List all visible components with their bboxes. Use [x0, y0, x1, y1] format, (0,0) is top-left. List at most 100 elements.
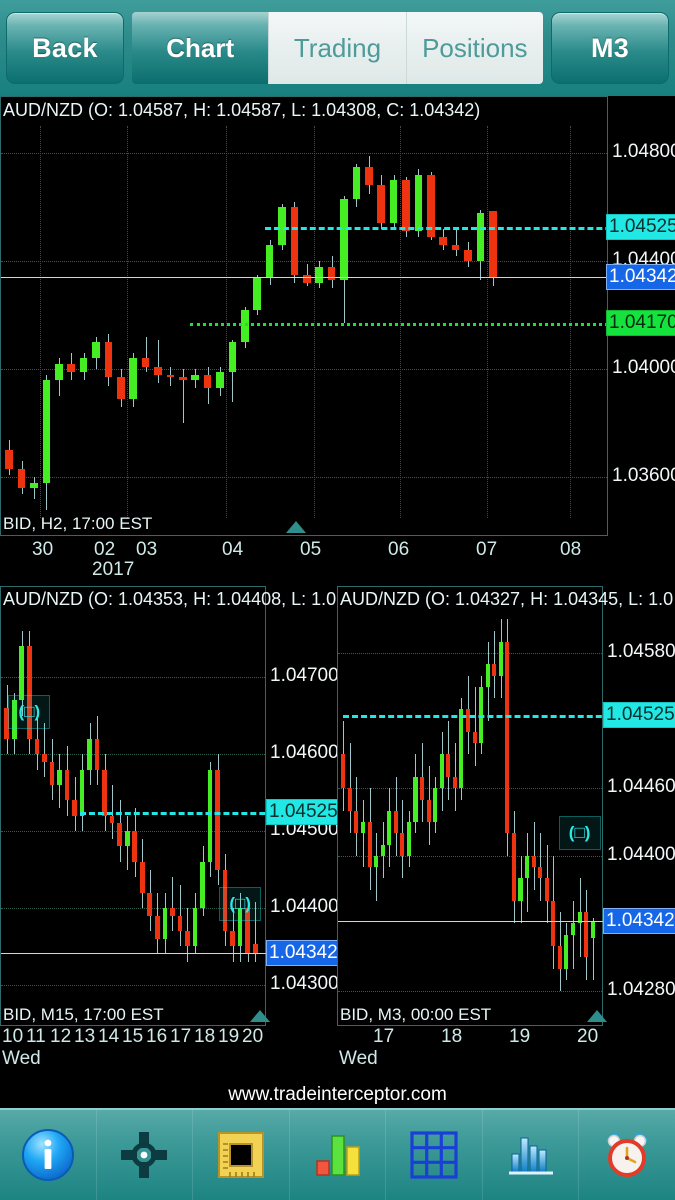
candle-body: [64, 769, 70, 801]
back-button[interactable]: Back: [6, 12, 124, 84]
price-level-line: [1, 952, 337, 954]
tab-trading[interactable]: Trading: [268, 12, 406, 84]
candle-body: [498, 641, 503, 676]
y-axis-label: 1.04700: [270, 665, 337, 687]
current-price-tag[interactable]: 1.04342: [603, 908, 675, 935]
tab-positions[interactable]: Positions: [405, 12, 543, 84]
candle-body: [30, 482, 38, 489]
m15-chart-plot[interactable]: (□) (□) 1.04700 1.04600 1.04500 1.04400 1.0430…: [0, 586, 337, 1086]
y-axis-label: 1.04000: [612, 357, 675, 379]
grid-icon: [410, 1131, 458, 1179]
y-axis-label: 1.04300: [270, 972, 337, 994]
x-axis-tick-label: 19: [218, 1026, 240, 1047]
info-tool-button[interactable]: [0, 1110, 97, 1200]
candle-body: [590, 921, 595, 939]
candle-body: [476, 212, 485, 262]
candle-wick: [455, 228, 457, 256]
candle-body: [27, 646, 32, 739]
candle-body: [132, 831, 138, 862]
candle-body: [340, 198, 348, 281]
candle-body: [192, 908, 198, 947]
x-axis-tick-label: 17: [170, 1026, 192, 1047]
main-chart-panel[interactable]: 1.04800 1.04400 1.04000 1.03600 30 02 03 04 05 06…: [0, 96, 675, 576]
y-axis-label: 1.04400: [270, 896, 337, 917]
m15-chart-panel[interactable]: (□) (□) 1.04700 1.04600 1.04500 1.04400 1.0430…: [0, 586, 337, 1086]
candle-body: [360, 822, 365, 834]
candle-wick: [592, 917, 594, 980]
m3-chart-panel[interactable]: (□)1.045801.045201.044601.044001.0428017…: [337, 586, 675, 1086]
candle-body: [147, 892, 153, 916]
candle-body: [374, 855, 379, 868]
candle-body: [446, 754, 451, 777]
candle-body: [354, 810, 359, 834]
x-axis-tick-label: 14: [98, 1026, 120, 1047]
candle-wick: [362, 799, 364, 868]
tab-chart[interactable]: Chart: [132, 12, 269, 84]
x-axis-tick-label: 03: [136, 539, 158, 560]
order-marker[interactable]: (□): [8, 694, 51, 729]
candle-body: [177, 915, 183, 932]
y-axis-label: 1.04800: [612, 141, 675, 163]
candle-body: [265, 244, 274, 278]
grid-line: [1, 677, 265, 679]
y-axis-label: 1.04280: [607, 979, 675, 1001]
x-axis-tick-label: 08: [560, 539, 582, 560]
x-axis-tick-label: 11: [26, 1026, 46, 1047]
main-chart-footer: BID, H2, 17:00 EST: [3, 514, 153, 533]
order-marker[interactable]: (□): [558, 816, 601, 851]
crosshair-tool-button[interactable]: [97, 1110, 194, 1200]
indicator-tool-button[interactable]: [483, 1110, 580, 1200]
bar-chart-tool-button[interactable]: [290, 1110, 387, 1200]
order-price-tag[interactable]: 1.04525: [266, 798, 337, 825]
candle-body: [79, 769, 85, 816]
candle-body: [72, 800, 77, 816]
m3-chart-plot[interactable]: (□)1.045801.045201.044601.044001.0428017…: [337, 586, 675, 1086]
candle-wick: [376, 833, 378, 901]
candle-body: [464, 250, 472, 262]
candle-body: [178, 377, 187, 381]
candle-body: [94, 738, 100, 770]
candle-body: [19, 646, 25, 701]
candle-body: [518, 878, 523, 901]
candle-body: [117, 823, 123, 847]
candle-wick: [474, 686, 476, 766]
candle-body: [4, 708, 10, 739]
order-level-line: [343, 715, 674, 719]
current-price-tag[interactable]: 1.04342: [606, 263, 675, 290]
candle-body: [230, 931, 235, 947]
stop-price-tag[interactable]: 1.04170: [606, 310, 675, 337]
candle-body: [11, 700, 17, 739]
grid-line: [226, 126, 227, 518]
candle-body: [42, 754, 47, 762]
ruler-tool-button[interactable]: [193, 1110, 290, 1200]
candle-body: [200, 861, 205, 908]
candle-body: [452, 777, 457, 789]
candle-wick: [34, 477, 35, 500]
candle-body: [341, 754, 346, 789]
main-chart-plot[interactable]: 1.04800 1.04400 1.04000 1.03600 30 02 03 04 05 06…: [0, 96, 675, 576]
order-price-tag[interactable]: 1.04525: [606, 214, 675, 241]
watermark: www.tradeinterceptor.com: [0, 1082, 675, 1108]
x-axis-tick-label: 06: [388, 539, 410, 560]
grid-tool-button[interactable]: [386, 1110, 483, 1200]
candle-body: [67, 363, 76, 372]
order-level-line: [265, 227, 674, 231]
candle-body: [389, 180, 398, 224]
grid-line: [127, 126, 128, 518]
candle-body: [191, 374, 200, 381]
candle-body: [245, 908, 251, 955]
current-position-marker: [286, 521, 306, 533]
candle-body: [413, 777, 418, 823]
timeframe-button[interactable]: M3: [551, 12, 669, 84]
alarm-tool-button[interactable]: [579, 1110, 675, 1200]
current-price-tag[interactable]: 1.04342: [266, 939, 337, 966]
grid-line: [40, 126, 41, 518]
candle-body: [252, 944, 258, 953]
grid-line: [1, 369, 607, 371]
order-price-tag[interactable]: 1.04525: [603, 702, 675, 729]
order-marker[interactable]: (□): [219, 887, 262, 922]
candle-body: [162, 908, 168, 939]
grid-line: [1, 908, 265, 909]
y-axis-label: 1.04460: [607, 776, 675, 798]
candle-body: [207, 769, 213, 862]
